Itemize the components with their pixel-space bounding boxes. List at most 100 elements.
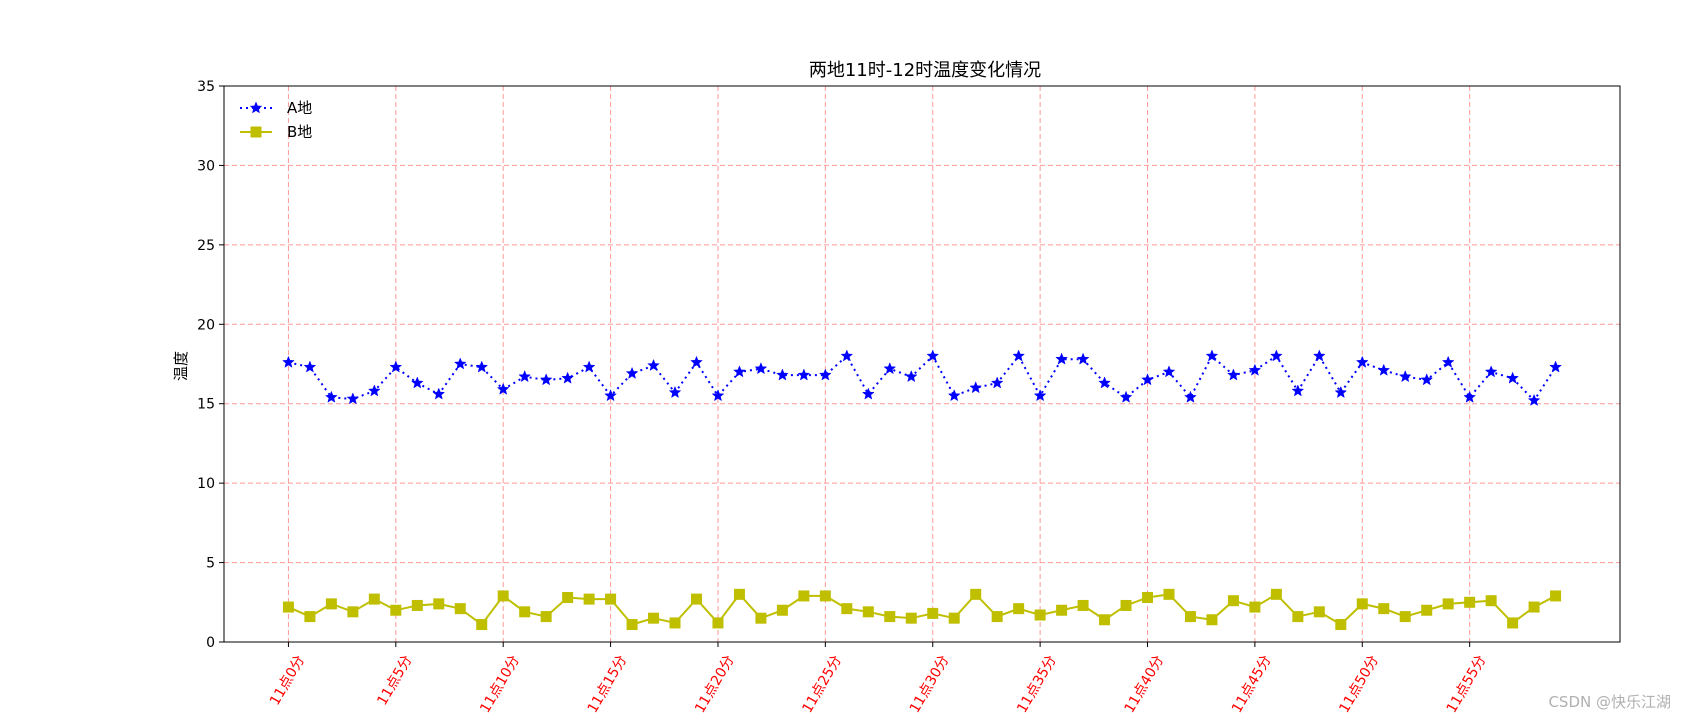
data-point <box>1098 376 1111 389</box>
data-point <box>1076 352 1090 365</box>
legend-entry: B地 <box>240 123 312 141</box>
data-point <box>476 619 488 631</box>
data-point <box>540 611 552 623</box>
data-point <box>668 385 682 399</box>
series-layer <box>282 349 1562 631</box>
data-point <box>840 349 854 362</box>
data-point <box>1270 349 1283 362</box>
y-tick-label: 30 <box>197 158 215 174</box>
plot-frame <box>223 85 1621 643</box>
data-point <box>1227 595 1239 607</box>
y-tick-label: 5 <box>206 556 215 572</box>
x-axis: 11点0分 11点5分 11点10分 11点15分 11点20分 11点25分 11点30分… <box>267 642 1489 716</box>
data-point <box>1313 606 1325 618</box>
data-point <box>605 593 617 605</box>
data-point <box>948 612 960 624</box>
data-point <box>862 606 874 618</box>
x-tick-label: 11点20分 <box>692 653 738 716</box>
x-tick-label: 11点35分 <box>1014 653 1060 716</box>
data-point <box>1291 384 1305 397</box>
data-point <box>1033 389 1047 402</box>
data-point <box>969 381 983 394</box>
data-point <box>347 606 359 618</box>
data-point <box>539 373 553 386</box>
data-point <box>690 355 703 368</box>
y-tick-label: 35 <box>197 79 215 95</box>
data-point <box>1527 393 1541 406</box>
data-point <box>325 390 338 403</box>
data-point <box>389 360 403 373</box>
data-point <box>1463 390 1477 403</box>
data-point <box>1270 588 1282 600</box>
data-point <box>454 603 466 615</box>
legend: A地 B地 <box>240 99 312 141</box>
data-point <box>604 389 617 402</box>
data-point <box>798 590 810 602</box>
data-point <box>1119 390 1133 403</box>
y-tick-label: 25 <box>197 238 215 254</box>
x-tick-label: 11点0分 <box>267 653 308 708</box>
data-point <box>1421 604 1433 616</box>
data-point <box>648 612 660 624</box>
data-point <box>1335 619 1347 631</box>
data-point <box>1142 592 1154 604</box>
data-point <box>411 599 423 611</box>
legend-marker <box>250 126 262 138</box>
data-point <box>1485 595 1497 607</box>
data-point <box>1120 599 1132 611</box>
data-point <box>561 371 574 384</box>
data-point <box>647 358 660 371</box>
x-tick-label: 11点10分 <box>477 653 523 716</box>
data-point <box>712 617 724 629</box>
data-point <box>367 384 381 397</box>
data-point <box>582 360 596 373</box>
data-point <box>1312 349 1326 362</box>
data-point <box>1528 601 1540 613</box>
data-point <box>626 619 638 631</box>
y-tick-label: 0 <box>206 635 215 651</box>
y-tick-label: 10 <box>197 476 215 492</box>
data-point <box>733 588 745 600</box>
data-point <box>970 588 982 600</box>
data-point <box>1055 352 1068 365</box>
data-point <box>1056 604 1068 616</box>
data-point <box>776 604 788 616</box>
data-point <box>1550 590 1562 602</box>
data-point <box>1227 368 1240 381</box>
data-point <box>346 392 360 405</box>
data-point <box>432 387 446 400</box>
data-point <box>325 598 337 610</box>
legend-label: B地 <box>287 123 312 141</box>
data-point <box>1163 588 1175 600</box>
data-point <box>1356 598 1368 610</box>
data-point <box>433 598 445 610</box>
data-point <box>904 370 918 383</box>
data-point <box>797 368 811 381</box>
data-point <box>390 604 402 616</box>
x-tick-label: 11点55分 <box>1444 653 1490 716</box>
data-point <box>819 590 831 602</box>
data-point <box>733 365 746 378</box>
data-point <box>282 601 294 613</box>
data-point <box>884 611 896 623</box>
data-point <box>496 382 510 395</box>
series-line <box>288 354 1557 403</box>
data-point <box>303 360 317 373</box>
data-point <box>562 592 574 604</box>
data-point <box>990 376 1004 389</box>
data-point <box>410 376 424 389</box>
data-point <box>1249 601 1261 613</box>
data-point <box>1292 611 1304 623</box>
data-point <box>1334 385 1348 399</box>
data-point <box>1398 370 1412 383</box>
data-point <box>625 366 639 379</box>
y-axis-label: 温度 <box>172 351 190 381</box>
data-point <box>1399 611 1411 623</box>
data-point <box>754 362 768 375</box>
series-2 <box>282 588 1562 631</box>
data-point <box>711 389 725 402</box>
data-point <box>1184 390 1197 403</box>
data-point <box>304 611 316 623</box>
data-point <box>1549 360 1562 373</box>
data-point <box>1205 349 1219 362</box>
